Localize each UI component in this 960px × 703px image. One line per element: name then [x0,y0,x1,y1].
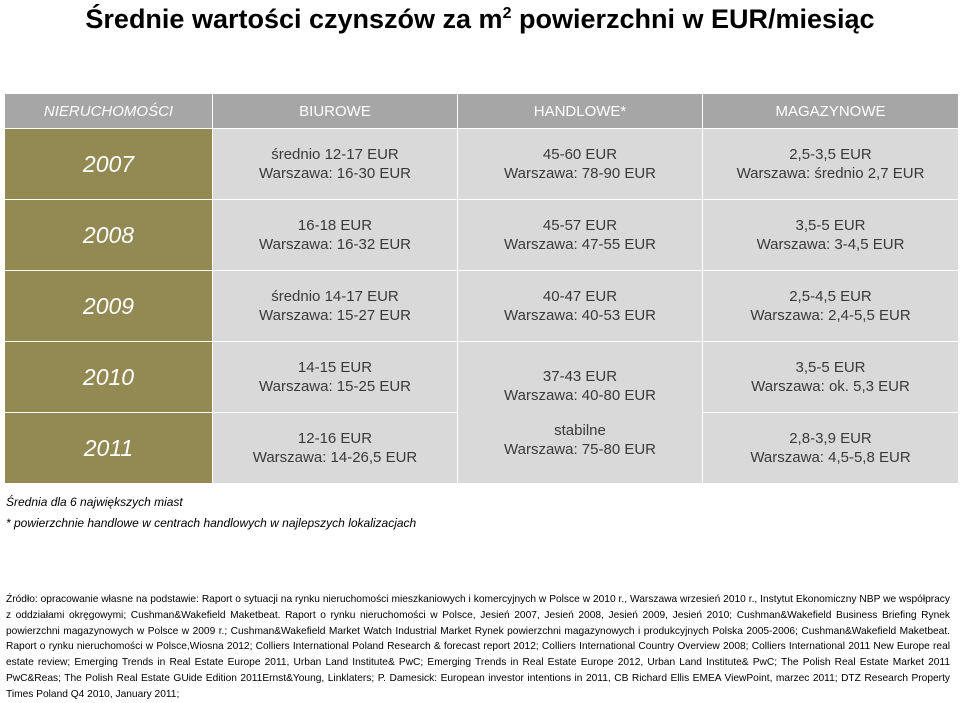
cell-line: 2,5-4,5 EUR [789,288,872,305]
header-biurowe: BIUROWE [212,93,458,129]
year-cell: 2007 [4,128,213,200]
source-citation: Źródło: opracowanie własne na podstawie:… [6,594,950,700]
cell-line: 45-57 EUR [542,217,618,234]
table-row: 2008 16-18 EUR Warszawa: 16-32 EUR 45-57 … [4,199,959,271]
biurowe-cell: średnio 14-17 EUR Warszawa: 15-27 EUR [212,270,458,342]
cell-line: 40-47 EUR [542,288,618,305]
table-row: 2009 średnio 14-17 EUR Warszawa: 15-27 EU… [4,270,959,342]
cell-line: Warszawa: ok. 5,3 EUR [751,378,910,395]
title-superscript: 2 [502,5,512,22]
magazynowe-cell: 2,5-4,5 EUR Warszawa: 2,4-5,5 EUR [702,270,959,342]
cell-line: Warszawa: 2,4-5,5 EUR [750,307,911,324]
page-title: Średnie wartości czynszów za m2 powierzc… [0,4,960,35]
magazynowe-cell: 2,5-3,5 EUR Warszawa: średnio 2,7 EUR [702,128,959,200]
cell-line: Warszawa: 40-53 EUR [504,307,656,324]
cell-line: średnio 12-17 EUR [271,146,399,163]
cell-line: 16-18 EUR [297,217,373,234]
cell-line: 3,5-5 EUR [795,359,866,376]
magazynowe-cell: 3,5-5 EUR Warszawa: 3-4,5 EUR [702,199,959,271]
cell-line: 3,5-5 EUR [795,217,866,234]
handlowe-cell: 45-57 EUR Warszawa: 47-55 EUR [457,199,703,271]
biurowe-cell: 14-15 EUR Warszawa: 15-25 EUR [212,341,458,413]
cell-line: Warszawa: 3-4,5 EUR [756,236,905,253]
table-row: 2010 14-15 EUR Warszawa: 15-25 EUR 37-43 … [4,341,959,484]
rent-table: NIERUCHOMOŚCI BIUROWE HANDLOWE* MAGAZYNO… [4,93,959,484]
year-cell: 2010 [4,341,213,413]
biurowe-cell: średnio 12-17 EUR Warszawa: 16-30 EUR [212,128,458,200]
title-text: Średnie wartości czynszów za m [85,4,503,34]
cell-line: 12-16 EUR [297,430,373,447]
cell-line: 2,8-3,9 EUR [789,430,872,447]
cell-line: stabilne [554,421,606,439]
year-cell: 2011 [4,412,213,484]
magazynowe-cell: 2,8-3,9 EUR Warszawa: 4,5-5,8 EUR [702,412,959,484]
cell-line: Warszawa: 16-32 EUR [259,236,411,253]
magazynowe-cell: 3,5-5 EUR Warszawa: ok. 5,3 EUR [702,341,959,413]
cell-line: Warszawa: 15-27 EUR [259,307,411,324]
cell-line: Warszawa: 14-26,5 EUR [252,449,418,466]
header-magazynowe: MAGAZYNOWE [702,93,959,129]
note-cities-average: Średnia dla 6 największych miast [6,495,183,509]
cell-line: Warszawa: 47-55 EUR [504,236,656,253]
table-row: 2011 12-16 EUR Warszawa: 14-26,5 EUR 2,8-… [4,412,959,484]
title-rest: powierzchni w EUR/miesiąc [511,4,875,34]
header-nieruchomosci: NIERUCHOMOŚCI [4,93,213,129]
cell-line: Warszawa: 15-25 EUR [259,378,411,395]
handlowe-cell: 45-60 EUR Warszawa: 78-90 EUR [457,128,703,200]
table-row: 2007 średnio 12-17 EUR Warszawa: 16-30 EU… [4,128,959,200]
cell-line: 45-60 EUR [542,146,618,163]
cell-line: 14-15 EUR [297,359,373,376]
cell-line: Warszawa: 16-30 EUR [259,165,411,182]
year-cell: 2008 [4,199,213,271]
handlowe-cell: 40-47 EUR Warszawa: 40-53 EUR [457,270,703,342]
biurowe-cell: 16-18 EUR Warszawa: 16-32 EUR [212,199,458,271]
biurowe-cell: 12-16 EUR Warszawa: 14-26,5 EUR [212,412,458,484]
cell-line: 2,5-3,5 EUR [789,146,872,163]
handlowe-cell-merged: 37-43 EUR Warszawa: 40-80 EUR stabilne Wars… [457,341,703,484]
year-cell: 2009 [4,270,213,342]
cell-line: Warszawa: 75-80 EUR [504,440,656,458]
cell-line: średnio 14-17 EUR [271,288,399,305]
header-handlowe: HANDLOWE* [457,93,703,129]
note-retail-footnote: * powierzchnie handlowe w centrach handl… [6,516,417,530]
cell-line: Warszawa: średnio 2,7 EUR [736,165,925,182]
cell-line: Warszawa: 78-90 EUR [504,165,656,182]
cell-line: Warszawa: 40-80 EUR [504,386,656,404]
cell-line: Warszawa: 4,5-5,8 EUR [750,449,911,466]
table-header-row: NIERUCHOMOŚCI BIUROWE HANDLOWE* MAGAZYNO… [4,93,959,129]
cell-line: 37-43 EUR [542,367,618,385]
